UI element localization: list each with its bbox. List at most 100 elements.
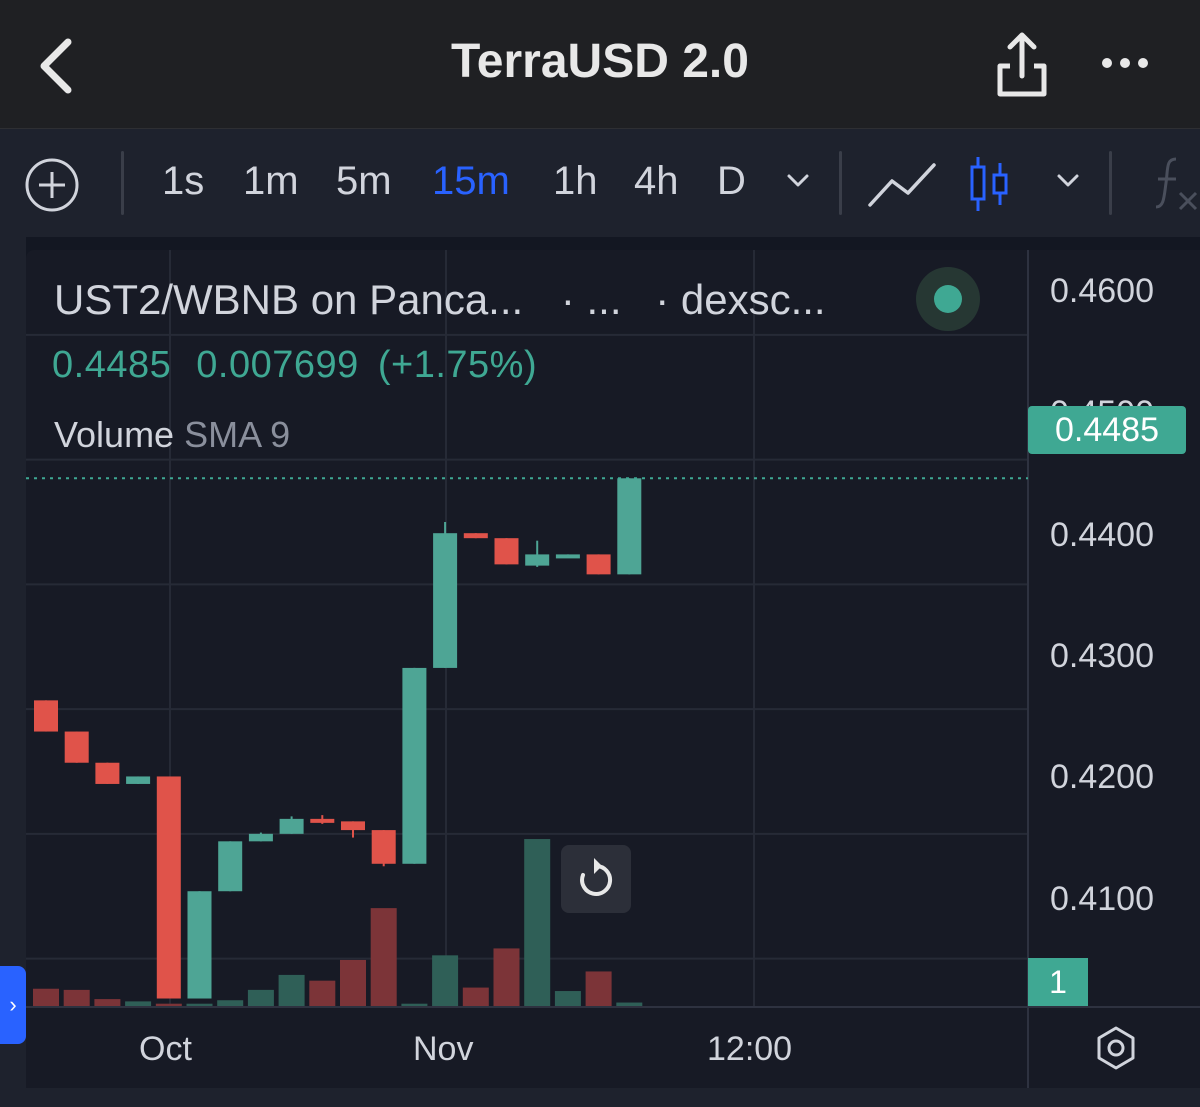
left-edge <box>0 237 26 1107</box>
market-status-indicator[interactable] <box>916 267 980 331</box>
legend-values: 0.4485 0.007699 (+1.75%) <box>52 344 537 387</box>
current-price-badge: 0.4485 <box>1028 406 1186 454</box>
share-icon <box>997 32 1047 97</box>
volume-pane-badge: 1 <box>1028 958 1088 1006</box>
add-symbol-button[interactable] <box>24 157 80 213</box>
price-change-percent: (+1.75%) <box>377 344 538 386</box>
line-chart-icon <box>868 163 936 207</box>
chevron-down-icon <box>1057 174 1079 187</box>
candlestick-chart-button[interactable] <box>966 153 1014 220</box>
toolbar-separator <box>1109 151 1112 215</box>
price-axis-label: 0.4100 <box>1050 880 1154 918</box>
volume-bar <box>340 959 366 1006</box>
chevron-down-icon <box>787 174 809 187</box>
indicators-button[interactable] <box>1150 153 1200 218</box>
volume-bar <box>125 1001 152 1006</box>
candle-body <box>402 667 427 864</box>
candle-body <box>248 833 273 842</box>
toolbar-separator <box>121 151 124 215</box>
plus-circle-icon <box>25 158 79 212</box>
page-title: TerraUSD 2.0 <box>451 35 749 88</box>
back-button[interactable] <box>30 30 90 100</box>
volume-bar <box>278 974 305 1006</box>
volume-bar <box>63 989 90 1006</box>
volume-bar <box>33 988 59 1006</box>
volume-bar <box>554 991 581 1006</box>
volume-bar <box>616 1002 643 1006</box>
candle-body <box>494 538 519 565</box>
volume-bar <box>462 987 489 1006</box>
volume-bar <box>370 908 397 1006</box>
more-button[interactable] <box>1095 48 1155 78</box>
symbol-name: UST2/WBNB on Panca... <box>54 276 524 323</box>
candle-body <box>617 478 642 575</box>
volume-bar <box>247 989 274 1006</box>
candle-body <box>218 841 243 892</box>
timeframe-d[interactable]: D <box>717 159 746 203</box>
chart-settings-button[interactable] <box>1092 1024 1140 1072</box>
volume-bar <box>186 1003 213 1006</box>
timeframe-dropdown[interactable] <box>784 171 812 196</box>
status-dot-icon <box>934 285 962 313</box>
candle-body <box>341 821 365 831</box>
volume-legend[interactable]: Volume SMA 9 <box>54 414 290 456</box>
timeframe-1h[interactable]: 1h <box>553 159 598 203</box>
timeframe-15m[interactable]: 15m <box>432 159 510 203</box>
volume-bar <box>524 839 551 1006</box>
volume-bar <box>217 1000 244 1006</box>
volume-bar <box>155 1003 182 1006</box>
candle-body <box>433 533 458 668</box>
left-panel-handle[interactable]: › <box>0 966 26 1044</box>
volume-bar <box>401 1003 428 1006</box>
symbol-source: · dexsc... <box>655 276 826 323</box>
candlestick-icon <box>970 157 1008 211</box>
candle-body <box>525 554 550 566</box>
app-header: TerraUSD 2.0 <box>0 0 1200 129</box>
time-axis-label: Oct <box>139 1030 192 1068</box>
symbol-legend[interactable]: UST2/WBNB on Panca... · ... · dexsc... <box>54 276 826 324</box>
volume-bar <box>94 999 121 1006</box>
timeframe-5m[interactable]: 5m <box>336 159 392 203</box>
price-axis-label: 0.4300 <box>1050 637 1154 675</box>
volume-bar <box>309 980 336 1006</box>
chevron-right-icon: › <box>9 992 17 1017</box>
chart-toolbar: 1s 1m 5m 15m 1h 4h D <box>0 129 1200 237</box>
candle-body <box>586 554 611 575</box>
volume-bar <box>493 948 520 1006</box>
candle-body <box>34 700 58 732</box>
candle-body <box>126 776 151 784</box>
timeframe-4h[interactable]: 4h <box>634 159 679 203</box>
bottom-strip <box>0 1088 1200 1107</box>
function-icon <box>1155 157 1198 211</box>
toolbar-separator <box>839 151 842 215</box>
rotate-ccw-icon <box>580 858 613 896</box>
volume-bar <box>585 971 612 1006</box>
price-change: 0.007699 <box>196 344 359 386</box>
price-axis-label: 0.4600 <box>1050 272 1154 310</box>
candle-body <box>156 776 181 999</box>
share-button[interactable] <box>990 30 1054 100</box>
candle-body <box>95 762 120 784</box>
volume-sma-label: SMA 9 <box>184 414 291 455</box>
symbol-interval: · ... <box>560 276 622 323</box>
line-chart-button[interactable] <box>866 157 938 216</box>
chart-area[interactable] <box>26 250 1200 1088</box>
price-axis-label: 0.4400 <box>1050 516 1154 554</box>
chevron-left-icon <box>40 38 72 94</box>
last-price: 0.4485 <box>52 344 172 386</box>
chart-type-dropdown[interactable] <box>1054 171 1082 196</box>
volume-bar <box>432 955 459 1006</box>
more-horizontal-icon <box>1102 58 1148 68</box>
settings-hexagon-icon <box>1097 1026 1135 1070</box>
candle-body <box>463 533 488 539</box>
price-axis-label: 0.4200 <box>1050 758 1154 796</box>
candle-body <box>310 818 335 823</box>
candle-body <box>279 818 304 834</box>
reset-chart-button[interactable] <box>561 845 631 913</box>
candle-body <box>64 731 89 763</box>
timeframe-1m[interactable]: 1m <box>243 159 299 203</box>
timeframe-1s[interactable]: 1s <box>162 159 205 203</box>
candle-body <box>187 891 212 999</box>
time-axis-label: Nov <box>413 1030 474 1068</box>
